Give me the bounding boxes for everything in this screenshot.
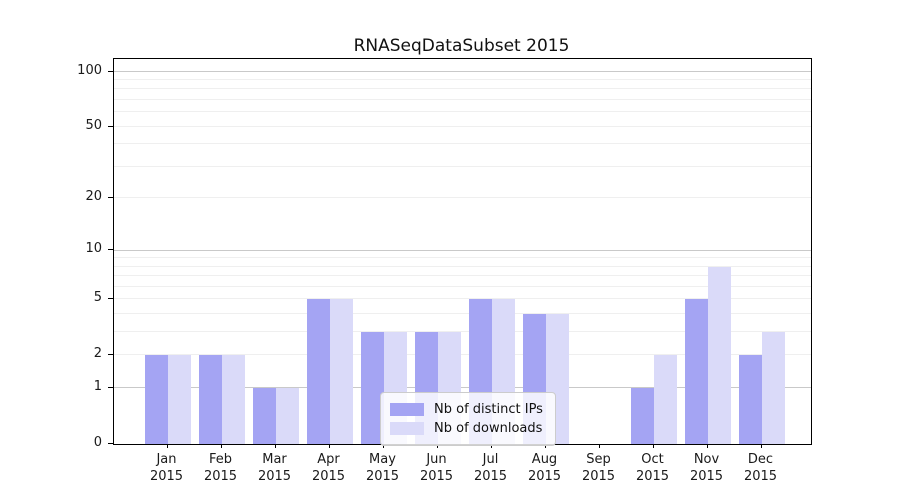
grid-line-minor <box>114 275 811 277</box>
x-tick-mark <box>544 444 546 448</box>
x-tick-label: Feb 2015 <box>203 452 238 484</box>
y-tick-label: 100 <box>77 62 102 78</box>
grid-line-minor <box>114 99 811 100</box>
x-tick-mark <box>598 444 600 448</box>
bar-ips-mar <box>252 388 276 444</box>
x-tick-label: Sep 2015 <box>581 452 616 484</box>
y-tick-label: 0 <box>93 435 102 450</box>
grid-line-minor <box>114 197 811 199</box>
grid-line-major <box>114 387 811 389</box>
y-tick-label: 5 <box>93 290 102 306</box>
x-tick-mark <box>760 444 762 448</box>
x-tick-label: Nov 2015 <box>689 452 724 484</box>
grid-line-minor <box>114 78 811 80</box>
x-tick-label: Apr 2015 <box>311 452 346 484</box>
bar-ips-may <box>360 332 384 444</box>
y-tick-mark <box>108 197 113 199</box>
bar-ips-jan <box>144 355 168 444</box>
plot-area <box>113 58 812 445</box>
y-tick-mark <box>108 298 113 300</box>
bar-ips-feb <box>198 355 222 444</box>
grid-line-minor <box>114 298 811 300</box>
bar-downloads-dec <box>761 332 785 444</box>
legend-entry-downloads: Nb of downloads <box>390 420 543 437</box>
bar-ips-nov <box>684 299 708 444</box>
x-tick-mark <box>382 444 384 448</box>
legend-swatch-distinct-ips <box>390 403 424 416</box>
grid-line-minor <box>114 285 811 287</box>
y-tick-mark <box>108 387 113 389</box>
chart-title: RNASeqDataSubset 2015 <box>353 36 570 56</box>
grid-line-minor <box>114 111 811 113</box>
y-tick-mark <box>108 125 113 127</box>
bar-ips-oct <box>630 388 654 444</box>
y-tick-label: 2 <box>93 346 102 362</box>
x-tick-label: Jan 2015 <box>149 452 184 484</box>
bar-downloads-mar <box>275 388 299 444</box>
x-tick-mark <box>274 444 276 448</box>
y-tick-mark <box>108 443 113 444</box>
x-tick-label: May 2015 <box>365 452 400 484</box>
y-tick-label: 1 <box>93 379 102 395</box>
y-tick-label: 20 <box>85 189 102 205</box>
bar-ips-dec <box>738 355 762 444</box>
grid-line-minor <box>114 257 811 259</box>
bar-downloads-feb <box>221 355 245 444</box>
legend-swatch-downloads <box>390 422 424 435</box>
x-tick-label: Jun 2015 <box>419 452 454 484</box>
x-tick-mark <box>220 444 222 448</box>
grid-line-major <box>114 249 811 251</box>
grid-line-minor <box>114 354 811 356</box>
legend: Nb of distinct IPs Nb of downloads <box>380 392 556 446</box>
x-tick-mark <box>652 444 654 448</box>
y-tick-mark <box>108 249 113 251</box>
y-tick-label: 10 <box>85 241 102 257</box>
y-tick-mark <box>108 354 113 356</box>
grid-line-major <box>114 70 811 72</box>
grid-line-minor <box>114 125 811 127</box>
legend-label-distinct-ips: Nb of distinct IPs <box>434 402 543 417</box>
x-tick-label: Jul 2015 <box>473 452 508 484</box>
x-tick-mark <box>328 444 330 448</box>
x-tick-label: Dec 2015 <box>743 452 778 484</box>
x-tick-label: Oct 2015 <box>635 452 670 484</box>
x-tick-mark <box>706 444 708 448</box>
legend-label-downloads: Nb of downloads <box>434 421 543 436</box>
x-tick-label: Mar 2015 <box>257 452 292 484</box>
bar-downloads-jan <box>167 355 191 444</box>
grid-line-minor <box>114 313 811 315</box>
grid-line-minor <box>114 165 811 167</box>
bar-ips-apr <box>306 299 330 444</box>
x-tick-mark <box>490 444 492 448</box>
y-tick-label: 50 <box>85 117 102 133</box>
bar-downloads-oct <box>653 355 677 444</box>
x-tick-mark <box>166 444 168 448</box>
x-tick-label: Aug 2015 <box>527 452 562 484</box>
grid-line-minor <box>114 265 811 267</box>
x-tick-mark <box>436 444 438 448</box>
bar-downloads-nov <box>707 266 731 444</box>
grid-line-minor <box>114 143 811 145</box>
legend-entry-distinct-ips: Nb of distinct IPs <box>390 401 543 418</box>
bar-downloads-apr <box>329 299 353 444</box>
y-tick-mark <box>108 70 113 72</box>
grid-line-minor <box>114 331 811 333</box>
grid-line-minor <box>114 88 811 90</box>
